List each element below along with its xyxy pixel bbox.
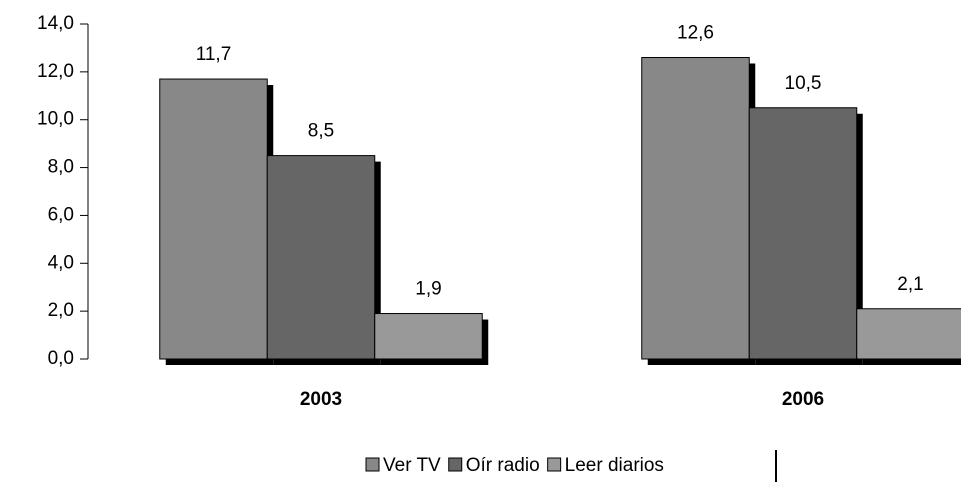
- data-label: 11,7: [196, 44, 232, 65]
- bar: [641, 57, 750, 360]
- bar: [159, 78, 268, 360]
- legend-swatch: [448, 457, 463, 472]
- x-tick-label: 2006: [782, 389, 824, 410]
- data-label: 8,5: [308, 121, 334, 142]
- data-label: 12,6: [677, 23, 714, 44]
- legend-label: Oír radio: [466, 455, 540, 476]
- legend-swatch: [365, 457, 380, 472]
- y-tick-label: 8,0: [48, 157, 74, 178]
- data-label: 2,1: [897, 274, 923, 295]
- y-tick-label: 6,0: [48, 204, 74, 225]
- bar: [748, 107, 858, 360]
- y-tick-label: 0,0: [48, 348, 74, 369]
- y-tick-label: 12,0: [37, 61, 74, 82]
- y-tick-label: 10,0: [37, 109, 74, 130]
- bar: [856, 308, 961, 360]
- data-label: 1,9: [415, 279, 441, 300]
- y-tick-label: 14,0: [37, 13, 74, 34]
- legend-label: Ver TV: [383, 455, 441, 476]
- bar: [266, 155, 376, 360]
- bar: [374, 313, 483, 360]
- legend-label: Leer diarios: [565, 455, 664, 476]
- x-tick-label: 2003: [300, 389, 342, 410]
- data-label: 10,5: [785, 73, 822, 94]
- y-tick-label: 2,0: [48, 300, 74, 321]
- legend-swatch: [547, 457, 562, 472]
- y-tick-label: 4,0: [48, 252, 74, 273]
